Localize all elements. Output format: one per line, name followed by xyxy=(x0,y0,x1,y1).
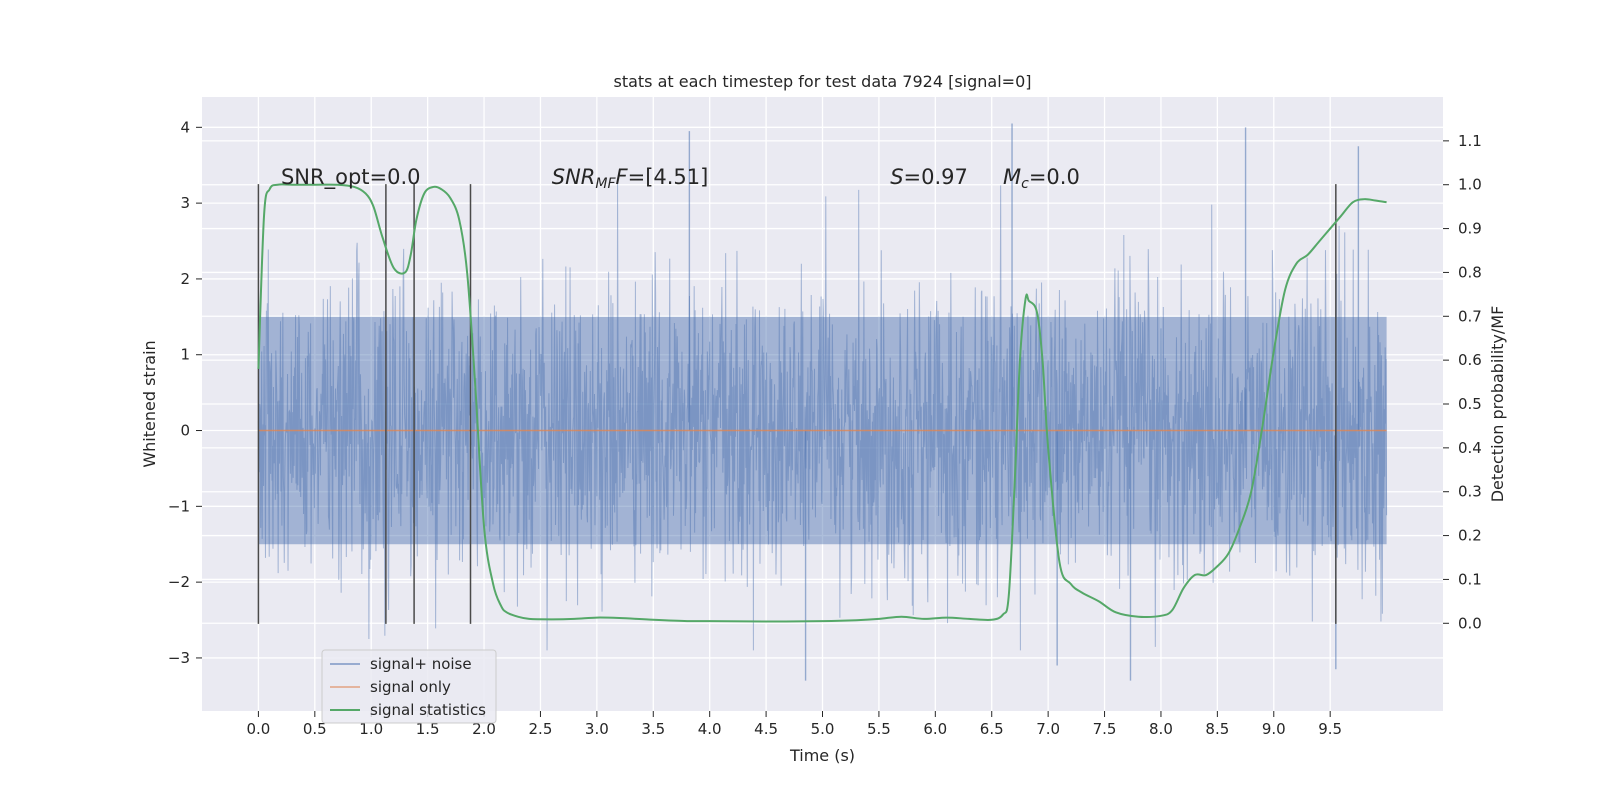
marker-lines xyxy=(257,184,1337,624)
y-right-tick-label: 0.2 xyxy=(1458,527,1482,545)
y-right-tick-label: 0.3 xyxy=(1458,483,1482,501)
annotation-part: F xyxy=(616,165,629,189)
legend-label: signal statistics xyxy=(370,701,486,719)
annotation-part: c xyxy=(1021,176,1029,192)
x-tick-label: 2.0 xyxy=(472,720,496,738)
y-right-axis-ticks: 0.0 0.1 0.2 0.3 0.4 0.5 0.6 0.7 0.8 0.9 1.0 1.1 xyxy=(1443,132,1482,632)
y-right-axis-title: Detection probability/MF xyxy=(1488,306,1507,503)
x-axis-ticks: 0.0 0.5 1.0 1.5 2.0 2.5 3.0 3.5 4.0 4.5 5.0 5.5 6.0 6… xyxy=(246,711,1342,738)
y-tick-label: 0 xyxy=(180,422,190,440)
x-tick-label: 0.5 xyxy=(303,720,327,738)
y-tick-label: 1 xyxy=(180,346,190,364)
x-tick-label: 7.5 xyxy=(1093,720,1117,738)
annotation-part: MF xyxy=(595,176,616,192)
x-tick-label: 9.0 xyxy=(1262,720,1286,738)
x-tick-label: 1.5 xyxy=(416,720,440,738)
x-tick-label: 2.5 xyxy=(529,720,553,738)
y-axis-ticks: −3 −2 −1 0 1 2 3 4 xyxy=(168,118,202,667)
y-right-tick-label: 0.8 xyxy=(1458,263,1482,281)
annotation-part: S xyxy=(890,165,903,189)
x-tick-label: 5.0 xyxy=(811,720,835,738)
y-tick-label: 3 xyxy=(180,194,190,212)
noise-trace xyxy=(257,180,1388,651)
x-tick-label: 6.5 xyxy=(980,720,1004,738)
x-tick-label: 6.0 xyxy=(923,720,947,738)
legend-label: signal+ noise xyxy=(370,655,472,673)
x-tick-label: 1.0 xyxy=(359,720,383,738)
y-right-tick-label: 0.7 xyxy=(1458,307,1482,325)
annotation-part: M xyxy=(1003,165,1021,189)
annotation-0: SNR_opt=0.0 xyxy=(281,165,421,190)
annotation-part: =[4.51] xyxy=(628,165,709,189)
x-tick-label: 3.0 xyxy=(585,720,609,738)
y-tick-label: 2 xyxy=(180,270,190,288)
y-right-tick-label: 0.5 xyxy=(1458,395,1482,413)
x-tick-label: 4.5 xyxy=(754,720,778,738)
annotation-part: SNR_opt=0.0 xyxy=(281,165,421,190)
y-right-tick-label: 0.0 xyxy=(1458,614,1482,632)
annotation-2: S=0.97 xyxy=(890,165,968,189)
y-axis-title: Whitened strain xyxy=(140,340,159,467)
y-right-tick-label: 0.1 xyxy=(1458,570,1482,588)
x-tick-label: 0.0 xyxy=(246,720,270,738)
x-tick-label: 8.5 xyxy=(1205,720,1229,738)
chart-title: stats at each timestep for test data 792… xyxy=(613,72,1031,91)
legend-box xyxy=(321,649,497,724)
y-tick-label: −2 xyxy=(168,573,190,591)
y-right-tick-label: 0.6 xyxy=(1458,351,1482,369)
annotation-part: SNR xyxy=(552,165,596,189)
legend-label: signal only xyxy=(370,678,451,696)
y-tick-label: −1 xyxy=(168,497,190,515)
annotation-3: Mc=0.0 xyxy=(1003,165,1080,192)
annotation-1: SNRMFF=[4.51] xyxy=(552,165,709,192)
legend: signal+ noise signal only signal statistic… xyxy=(321,649,497,724)
y-right-tick-label: 0.4 xyxy=(1458,439,1482,457)
x-tick-label: 8.0 xyxy=(1149,720,1173,738)
x-tick-label: 4.0 xyxy=(698,720,722,738)
annotation-part: =0.0 xyxy=(1029,165,1080,189)
x-tick-label: 5.5 xyxy=(867,720,891,738)
annotation-part: =0.97 xyxy=(904,165,968,189)
x-tick-label: 3.5 xyxy=(641,720,665,738)
annotations: SNR_opt=0.0 SNRMFF=[4.51] S=0.97 Mc=0.0 xyxy=(281,165,1080,192)
x-axis-title: Time (s) xyxy=(789,746,855,765)
y-right-tick-label: 1.1 xyxy=(1458,132,1482,150)
y-tick-label: 4 xyxy=(180,118,190,136)
series-signal-statistics-line xyxy=(257,183,1387,623)
y-right-tick-label: 1.0 xyxy=(1458,176,1482,194)
x-tick-label: 9.5 xyxy=(1318,720,1342,738)
y-tick-label: −3 xyxy=(168,649,190,667)
x-tick-label: 7.0 xyxy=(1036,720,1060,738)
grid-lines xyxy=(202,97,1443,711)
y-right-tick-label: 0.9 xyxy=(1458,220,1482,238)
